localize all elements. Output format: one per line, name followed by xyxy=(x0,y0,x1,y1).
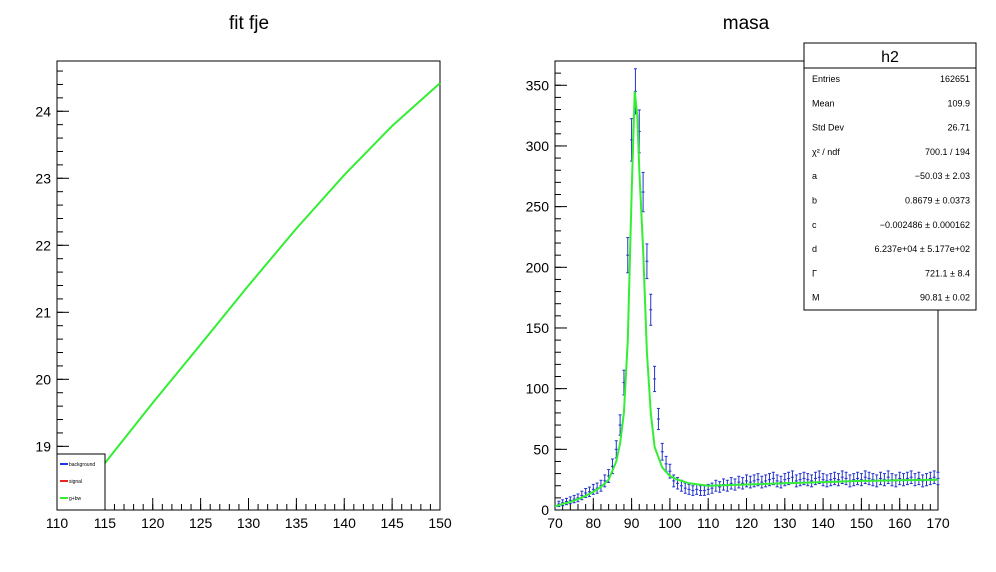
right-ytick-label: 0 xyxy=(541,502,549,518)
stats-box-frame xyxy=(803,42,977,311)
stats-row-value: 0.8679 ± 0.0373 xyxy=(905,196,970,206)
legend-label-background: background xyxy=(69,462,95,468)
left-ytick-label: 24 xyxy=(35,103,51,119)
stats-row-label: b xyxy=(812,196,817,206)
right-xtick-label: 150 xyxy=(850,515,874,531)
stats-row-value: 6.237e+04 ± 5.177e+02 xyxy=(874,244,970,254)
stats-row-value: 700.1 / 194 xyxy=(925,147,970,157)
y-axis-ticks-left: 19 20 21 22 23 24 xyxy=(35,70,69,501)
stats-row-label: Entries xyxy=(812,74,841,84)
left-xtick-label: 140 xyxy=(333,515,357,531)
right-xtick-label: 120 xyxy=(735,515,759,531)
right-xtick-label: 160 xyxy=(888,515,912,531)
stats-row-label: d xyxy=(812,244,817,254)
right-xtick-label: 80 xyxy=(586,515,602,531)
stats-row-value: 26.71 xyxy=(947,123,970,133)
stats-row-label: M xyxy=(812,293,820,303)
right-ytick-label: 300 xyxy=(526,138,550,154)
right-xtick-label: 100 xyxy=(658,515,682,531)
series-left xyxy=(104,82,441,464)
stats-row-label: Std Dev xyxy=(812,123,845,133)
stats-box-title: h2 xyxy=(881,49,899,66)
stats-row-value: 721.1 ± 8.4 xyxy=(925,268,970,278)
left-xtick-label: 125 xyxy=(189,515,213,531)
right-xtick-label: 70 xyxy=(547,515,563,531)
legend-label-signal: signal xyxy=(69,479,82,485)
left-xtick-label: 120 xyxy=(141,515,165,531)
stats-row-value: −0.002486 ± 0.000162 xyxy=(880,220,970,230)
y-axis-ticks-right: 0 50 100 150 200 250 300 350 xyxy=(526,60,567,518)
right-xtick-label: 90 xyxy=(624,515,640,531)
chart-title-fit-fje: fit fje xyxy=(229,13,269,34)
series-line-gbw xyxy=(104,82,441,464)
left-ytick-label: 23 xyxy=(35,170,51,186)
chart-title-masa: masa xyxy=(723,13,770,34)
left-xtick-label: 150 xyxy=(428,515,452,531)
stats-box: h2 Entries 162651 Mean 109.9 Std Dev 26.71 χ² … xyxy=(803,42,977,311)
right-ytick-label: 150 xyxy=(526,320,550,336)
right-ytick-label: 350 xyxy=(526,77,550,93)
left-ytick-label: 21 xyxy=(35,304,51,320)
stats-row-value: −50.03 ± 2.03 xyxy=(915,171,970,181)
stats-box-rows: Entries 162651 Mean 109.9 Std Dev 26.71 χ² / n… xyxy=(812,74,970,303)
left-ytick-label: 22 xyxy=(35,237,51,253)
panel-fit-fje: fit fje 110 115 120 125 130 135 140 145 150 19 20… xyxy=(35,13,451,531)
right-xtick-label: 140 xyxy=(811,515,835,531)
series-fit-line xyxy=(554,91,939,508)
left-xtick-label: 135 xyxy=(285,515,309,531)
stats-row-value: 90.81 ± 0.02 xyxy=(920,293,970,303)
left-xtick-label: 115 xyxy=(94,515,117,531)
stats-row-value: 162651 xyxy=(940,74,970,84)
left-xtick-label: 130 xyxy=(237,515,261,531)
right-ytick-label: 50 xyxy=(533,441,549,457)
stats-row-label: c xyxy=(812,220,817,230)
legend-left: background signal g+bw xyxy=(56,453,106,511)
stats-row-label: χ² / ndf xyxy=(812,147,840,157)
x-axis-ticks-right: 70 80 90 100 110 120 130 140 150 160 170 xyxy=(547,498,950,531)
right-xtick-label: 170 xyxy=(926,515,950,531)
panel-masa: masa 70 80 90 100 110 120 130 140 150 160 170 0 50 1… xyxy=(526,13,977,531)
right-ytick-label: 200 xyxy=(526,259,550,275)
left-ytick-label: 20 xyxy=(35,371,51,387)
stats-row-label: a xyxy=(812,171,817,181)
series-line-fit xyxy=(554,91,939,508)
right-xtick-label: 110 xyxy=(697,515,720,531)
left-xtick-label: 145 xyxy=(380,515,404,531)
right-ytick-label: 250 xyxy=(526,199,550,215)
left-ytick-label: 19 xyxy=(35,438,51,454)
right-xtick-label: 130 xyxy=(773,515,797,531)
stats-row-label: Mean xyxy=(812,98,835,108)
left-xtick-label: 110 xyxy=(46,515,69,531)
right-ytick-label: 100 xyxy=(526,381,550,397)
stats-row-value: 109.9 xyxy=(947,98,970,108)
stats-row-label: Γ xyxy=(812,268,817,278)
x-axis-ticks-left: 110 115 120 125 130 135 140 145 150 xyxy=(46,498,452,531)
legend-label-gbw: g+bw xyxy=(69,496,81,502)
